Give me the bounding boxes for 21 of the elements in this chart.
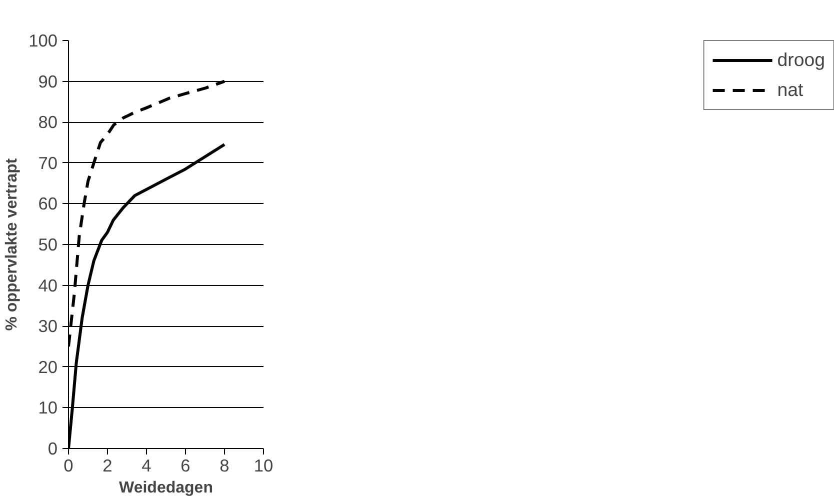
y-tick-label: 30 — [38, 316, 58, 336]
x-tick-label: 4 — [142, 456, 152, 476]
x-axis-title: Weidedagen — [119, 480, 213, 496]
y-tick-label: 70 — [38, 152, 58, 173]
y-tick-label: 90 — [38, 71, 58, 92]
y-tick-label: 100 — [28, 30, 58, 50]
x-tick-label: 10 — [254, 456, 274, 476]
y-tick-label: 0 — [48, 438, 58, 458]
y-tick-label: 60 — [38, 194, 58, 214]
x-tick-label: 0 — [64, 456, 74, 476]
y-tick-label: 40 — [38, 275, 58, 296]
legend-label: nat — [777, 79, 804, 101]
x-tick-label: 6 — [180, 456, 190, 476]
y-tick-label: 10 — [38, 398, 58, 418]
x-tick-label: 2 — [102, 456, 112, 476]
y-axis-title: % oppervlakte vertrapt — [4, 158, 21, 331]
legend-label: droog — [777, 49, 825, 71]
y-tick-label: 80 — [38, 112, 58, 132]
y-tick-label: 20 — [38, 356, 58, 377]
y-tick-label: 50 — [38, 234, 58, 254]
x-tick-label: 8 — [220, 456, 230, 476]
